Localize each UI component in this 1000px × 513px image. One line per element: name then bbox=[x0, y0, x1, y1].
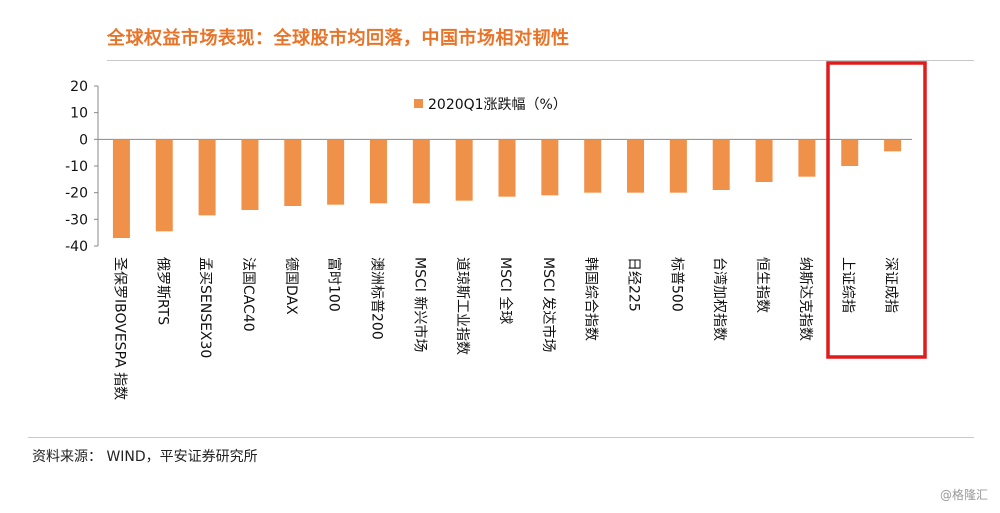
category-label-16: 纳斯达克指数 bbox=[797, 257, 813, 341]
bar-0 bbox=[112, 139, 130, 238]
category-label-13: 标普500 bbox=[668, 257, 684, 312]
category-label-0: 圣保罗IBOVESPA 指数 bbox=[111, 257, 127, 400]
category-label-1: 俄罗斯RTS bbox=[154, 257, 170, 325]
category-label-11: 韩国综合指数 bbox=[583, 257, 599, 341]
y-tick-label: 10 bbox=[70, 106, 88, 122]
category-label-18: 深证成指 bbox=[883, 257, 899, 313]
bar-10 bbox=[541, 139, 559, 196]
bar-2 bbox=[198, 139, 216, 216]
y-tick-label: -10 bbox=[65, 159, 88, 175]
chart-title: 全球权益市场表现：全球股市均回落，中国市场相对韧性 bbox=[107, 28, 570, 49]
category-label-6: 澳洲标普200 bbox=[368, 257, 384, 340]
bar-3 bbox=[241, 139, 259, 210]
bar-14 bbox=[712, 139, 730, 190]
watermark: @格隆汇 bbox=[939, 488, 988, 502]
category-label-2: 孟买SENSEX30 bbox=[197, 257, 213, 358]
bar-8 bbox=[455, 139, 473, 201]
bar-7 bbox=[412, 139, 430, 204]
category-label-8: 道琼斯工业指数 bbox=[454, 257, 470, 355]
bar-17 bbox=[841, 139, 859, 166]
legend-label: 2020Q1涨跌幅（%） bbox=[428, 97, 567, 113]
footer-divider bbox=[28, 437, 974, 438]
category-label-15: 恒生指数 bbox=[754, 257, 770, 313]
category-label-14: 台湾加权指数 bbox=[711, 257, 728, 341]
bar-12 bbox=[627, 139, 645, 193]
y-tick-label: 20 bbox=[70, 79, 88, 95]
category-label-3: 法国CAC40 bbox=[240, 257, 256, 332]
bar-1 bbox=[155, 139, 173, 232]
category-label-4: 德国DAX bbox=[283, 257, 299, 315]
bar-16 bbox=[798, 139, 816, 177]
bar-5 bbox=[327, 139, 345, 205]
category-label-7: MSCI 新兴市场 bbox=[411, 257, 428, 352]
category-label-9: MSCI 全球 bbox=[497, 257, 514, 324]
category-label-5: 富时100 bbox=[326, 257, 343, 312]
category-label-17: 上证综指 bbox=[840, 257, 856, 313]
highlight-box bbox=[826, 61, 927, 359]
bar-18 bbox=[884, 139, 902, 152]
bar-9 bbox=[498, 139, 516, 197]
source-note: 资料来源： WIND，平安证券研究所 bbox=[32, 449, 258, 465]
bar-11 bbox=[584, 139, 602, 193]
y-tick-label: -40 bbox=[65, 239, 88, 255]
bar-6 bbox=[369, 139, 387, 204]
y-tick-label: -30 bbox=[65, 212, 88, 228]
bar-15 bbox=[755, 139, 773, 182]
y-tick-label: -20 bbox=[65, 186, 88, 202]
category-label-10: MSCI 发达市场 bbox=[540, 257, 557, 352]
y-tick-label: 0 bbox=[79, 132, 88, 148]
bar-13 bbox=[669, 139, 687, 193]
bar-4 bbox=[284, 139, 302, 206]
title-divider bbox=[107, 60, 974, 61]
category-label-12: 日经225 bbox=[626, 257, 642, 312]
legend-swatch bbox=[414, 99, 423, 108]
